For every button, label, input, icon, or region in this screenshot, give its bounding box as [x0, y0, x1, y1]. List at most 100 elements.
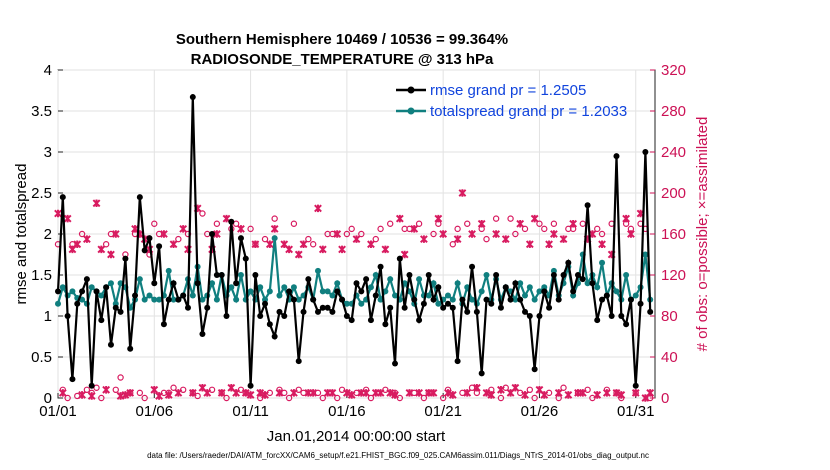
obs-assimilated-point — [487, 391, 496, 399]
rmse-point — [189, 94, 196, 101]
rmse-point — [603, 292, 610, 299]
rmse-point — [377, 263, 384, 270]
totalspread-point — [69, 288, 76, 295]
obs-possible-point — [93, 384, 100, 391]
data-file-footnote: data file: /Users/raeder/DAI/ATM_forcXX/… — [147, 451, 649, 460]
totalspread-point — [372, 272, 379, 278]
totalspread-point — [151, 296, 158, 303]
obs-assimilated-point — [58, 388, 67, 397]
obs-assimilated-point — [232, 388, 241, 397]
rmse-point — [194, 280, 201, 287]
rmse-point — [387, 304, 394, 311]
rmse-point — [579, 276, 586, 283]
totalspread-point — [228, 284, 235, 291]
obs-possible-point — [415, 220, 423, 227]
obs-assimilated-point — [444, 388, 452, 397]
obs-assimilated-point — [419, 235, 428, 244]
rmse-point — [522, 308, 529, 315]
obs-assimilated-point — [501, 235, 510, 244]
totalspread-point — [107, 280, 114, 287]
rmse-point — [151, 280, 158, 287]
obs-assimilated-point — [338, 245, 346, 254]
rmse-point — [156, 243, 163, 250]
obs-assimilated-point — [458, 189, 467, 197]
obs-assimilated-point — [468, 230, 476, 238]
obs-assimilated-point — [622, 214, 631, 223]
totalspread-point — [209, 280, 216, 287]
obs-assimilated-point — [448, 391, 457, 399]
obs-possible-point — [541, 225, 548, 233]
rmse-point — [502, 284, 509, 291]
rmse-point — [647, 308, 654, 315]
rmse-point — [430, 296, 437, 303]
totalspread-point — [88, 284, 95, 291]
rmse-point — [204, 304, 211, 311]
obs-assimilated-point — [111, 230, 120, 238]
rmse-point — [209, 231, 216, 237]
obs-assimilated-point — [593, 391, 602, 399]
totalspread-point — [377, 296, 384, 303]
obs-assimilated-point — [559, 235, 568, 244]
obs-possible-point — [459, 389, 466, 397]
rmse-point — [228, 218, 235, 225]
rmse-point — [310, 296, 317, 303]
rmse-point — [295, 358, 302, 365]
obs-assimilated-point — [511, 383, 520, 392]
y-tick-label: 2.5 — [31, 185, 52, 202]
totalspread-point — [290, 284, 297, 291]
rmse-point — [83, 276, 90, 283]
obs-assimilated-point — [102, 385, 111, 394]
rmse-point — [55, 288, 61, 295]
rmse-point — [526, 313, 533, 319]
obs-possible-point — [290, 220, 298, 227]
rmse-point — [242, 255, 249, 262]
totalspread-point — [430, 280, 437, 287]
obs-assimilated-point — [217, 388, 226, 397]
obs-assimilated-point — [516, 219, 525, 228]
chart-title: Southern Hemisphere 10469 / 10536 = 99.3… — [176, 31, 508, 48]
obs-assimilated-point — [617, 391, 626, 399]
rmse-point — [257, 313, 264, 319]
obs-assimilated-point — [179, 224, 188, 233]
rmse-point — [199, 331, 206, 338]
rmse-point — [276, 308, 283, 315]
y-right-tick-label: 40 — [661, 349, 678, 366]
rmse-point — [353, 280, 360, 287]
obs-possible-point — [358, 230, 365, 238]
rmse-point — [180, 292, 187, 299]
totalspread-point — [392, 292, 399, 299]
obs-assimilated-point — [150, 385, 159, 394]
obs-possible-point — [213, 220, 221, 227]
y-tick-label: 1.5 — [31, 267, 52, 284]
totalspread-point — [59, 284, 66, 291]
totalspread-point — [536, 288, 543, 295]
obs-assimilated-point — [270, 224, 279, 233]
obs-assimilated-point — [169, 240, 178, 249]
obs-possible-point — [406, 225, 413, 233]
rmse-point — [560, 272, 567, 278]
obs-assimilated-point — [251, 240, 260, 249]
rmse-point — [555, 296, 562, 303]
y-tick-label: 1 — [44, 308, 52, 325]
rmse-point — [59, 194, 66, 201]
totalspread-point — [483, 272, 490, 278]
rmse-point — [358, 288, 365, 295]
rmse-point — [584, 202, 591, 209]
obs-assimilated-point — [203, 388, 212, 397]
totalspread-point — [98, 292, 105, 299]
rmse-point — [469, 263, 476, 270]
obs-possible-point — [377, 225, 384, 233]
totalspread-point — [329, 292, 336, 299]
obs-possible-point — [598, 230, 606, 238]
totalspread-point — [435, 300, 442, 307]
rmse-point — [478, 370, 485, 377]
rmse-point — [252, 272, 259, 278]
rmse-point — [367, 317, 374, 324]
rmse-point — [420, 300, 427, 307]
obs-assimilated-point — [521, 391, 529, 399]
obs-assimilated-point — [405, 388, 414, 397]
obs-assimilated-point — [646, 388, 655, 397]
y-tick-label: 2 — [44, 226, 52, 243]
obs-possible-point — [329, 230, 336, 238]
chart-subtitle: RADIOSONDE_TEMPERATURE @ 313 hPa — [191, 51, 494, 68]
